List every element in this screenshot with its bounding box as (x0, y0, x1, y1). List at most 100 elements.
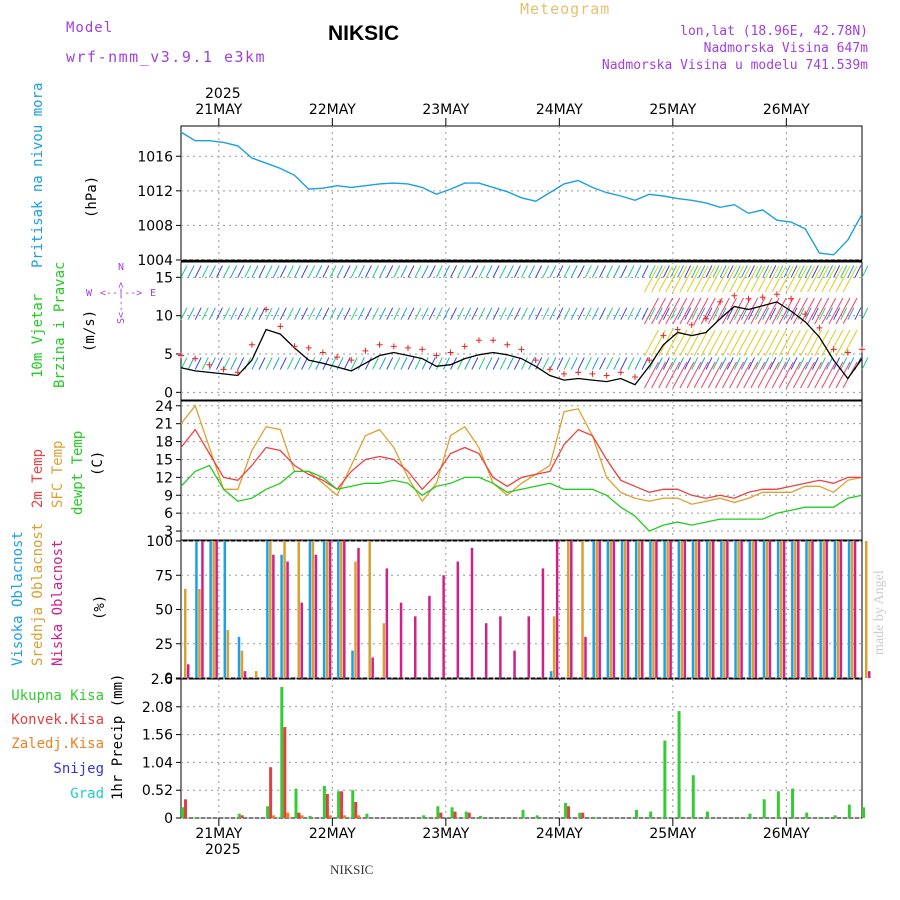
wind-barb (662, 357, 670, 370)
wind-barb (535, 307, 543, 320)
cloud-bar-low (797, 541, 800, 678)
wind-barb (840, 307, 848, 320)
cloud-bar-mid (212, 541, 215, 678)
y-tick-label: 5 (164, 347, 173, 363)
wind-barb (251, 357, 259, 370)
wind-barb (577, 307, 585, 320)
cloud-bar-low (641, 541, 644, 678)
top-year-label: 2025 (205, 86, 241, 102)
cloud-bar-high (209, 541, 212, 678)
wind-barb (364, 307, 372, 320)
wind-barb (658, 361, 674, 389)
wind-barb (414, 307, 422, 320)
gust-marker (859, 346, 865, 353)
wind-barb (814, 297, 830, 325)
wind-barb (644, 361, 659, 389)
wind-barb (828, 361, 844, 389)
wind-barb (272, 265, 280, 278)
cloud-bar-mid (666, 541, 669, 678)
wind-barb (705, 357, 713, 370)
wind-barb (279, 265, 287, 278)
wind-barb (771, 361, 787, 389)
y-tick-label: 21 (155, 417, 173, 433)
wind-barb (854, 307, 862, 320)
wind-barb (719, 265, 727, 278)
precip-bar-grid (300, 815, 304, 818)
wind-barb (677, 307, 685, 320)
precip-bar-total (762, 799, 766, 818)
wind-barb (499, 357, 507, 370)
wind-barb (677, 357, 685, 370)
y-tick-label: 75 (155, 568, 173, 584)
wind-barb (648, 307, 656, 320)
wind-barb (428, 265, 436, 278)
precip-bar-conv (340, 791, 344, 818)
wind-barb (513, 357, 521, 370)
cloud-bar-low (697, 541, 701, 678)
wind-barb (329, 357, 337, 370)
wind-barb (556, 357, 564, 370)
precip-bar-total (776, 791, 780, 818)
wind-barb (733, 265, 741, 278)
wind-barb (180, 265, 188, 278)
cloud-bar-mid (794, 541, 797, 678)
panel-frame-0 (180, 125, 863, 261)
precip-bar-total (521, 809, 525, 818)
precip-bar-total (436, 806, 440, 818)
wind-barb (584, 357, 592, 370)
wind-barb (821, 361, 837, 389)
cloud-bar-mid (623, 541, 627, 678)
precip-bar-conv (184, 799, 187, 818)
wind-barb (700, 329, 716, 357)
station-title: NIKSIC (328, 22, 400, 45)
wind-barb (686, 265, 702, 293)
altitude-label: Nadmorska Visina 647m (703, 41, 868, 56)
wind-compass-w: W (86, 288, 93, 299)
cloud-bar-high (266, 541, 269, 678)
wind-barb (750, 265, 766, 293)
cloud-bar-high (322, 541, 326, 678)
wind-barb (308, 357, 316, 370)
cloud-bar-high (606, 541, 610, 678)
precip-bar-total (337, 791, 341, 818)
wind-barb (672, 297, 688, 325)
wind-barb (722, 329, 737, 357)
cloud-bar-low (414, 616, 417, 678)
wind-barb (814, 265, 830, 293)
cloud-bar-high (847, 541, 851, 678)
wind-barb (301, 265, 309, 278)
precip-bar-grid (328, 815, 332, 818)
wind-barb (748, 265, 755, 278)
wind-barb (821, 329, 837, 357)
wind-barb (740, 265, 748, 278)
wind-barb (722, 361, 737, 389)
wind-barb (722, 265, 737, 293)
footer-station: NIKSIC (330, 862, 374, 877)
wind-barb (679, 329, 695, 357)
wind-barb (372, 307, 379, 320)
cloud-bar-low (343, 541, 346, 678)
wind-barb (847, 307, 855, 320)
wind-barb (644, 265, 659, 293)
gust-marker (504, 341, 511, 348)
gust-marker (390, 343, 397, 350)
wind-barb (506, 265, 514, 278)
bottom-day-label: 26MAY (763, 826, 810, 842)
wind-barb (783, 357, 791, 370)
cloud-bar-high (195, 541, 198, 678)
precip-bar-total (805, 812, 809, 818)
wind-barb (435, 307, 443, 320)
cloud-bar-high (663, 541, 666, 678)
wind-barb (733, 357, 741, 370)
precip-bar-total (663, 740, 667, 818)
wind-barb (350, 307, 358, 320)
gust-marker (674, 326, 681, 333)
wind-barb (736, 361, 752, 389)
wind-barb (726, 265, 734, 278)
wind-barb (818, 265, 826, 278)
precip-bar-total (237, 813, 241, 818)
wind-barb (336, 265, 344, 278)
wind-barb (187, 357, 195, 370)
cloud-bar-high (776, 541, 780, 678)
wind-barb (435, 265, 443, 278)
